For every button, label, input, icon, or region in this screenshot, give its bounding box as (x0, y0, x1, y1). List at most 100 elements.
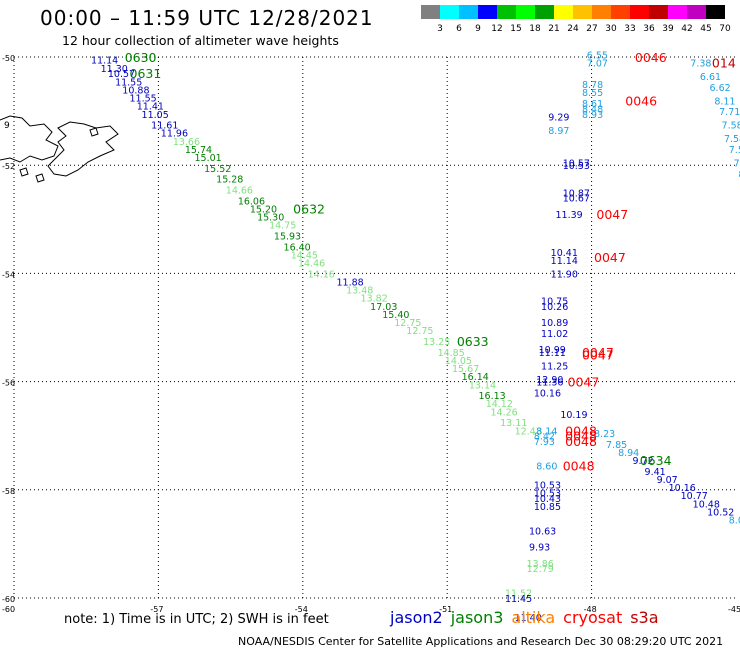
wave-height-value: 11.02 (541, 329, 568, 340)
color-scale-label: 24 (567, 24, 579, 34)
pass-time-label: 0048 (563, 458, 595, 473)
wave-height-value: 13.25 (423, 337, 450, 348)
east-falkland-outline (47, 121, 119, 177)
wave-height-value: 14.85 (438, 348, 465, 359)
pass-time-label: 0633 (457, 334, 489, 349)
wave-height-value: 6.61 (700, 72, 721, 83)
wave-height-value: 13.82 (361, 294, 388, 305)
credit-line: NOAA/NESDIS Center for Satellite Applica… (238, 635, 724, 648)
wave-height-value: 12.43 (515, 426, 542, 437)
wave-height-value: 10.53 (534, 480, 561, 491)
wave-height-value: 7.07 (587, 58, 608, 69)
wave-height-value: 14.16 (308, 269, 335, 280)
wave-height-value: 10.53 (563, 161, 590, 172)
color-scale-label: 12 (491, 24, 503, 34)
wave-height-value: 11.30 (101, 64, 128, 75)
color-scale-label: 21 (548, 24, 560, 34)
wave-height-value: 10.87 (563, 188, 590, 199)
color-scale-label: 18 (529, 24, 541, 34)
wave-height-value: 11.88 (336, 278, 363, 289)
falkland-islands-coastline (0, 115, 119, 183)
pass-time-label: 0046 (625, 93, 657, 108)
wave-height-value: 10.88 (122, 85, 149, 96)
wave-height-value: 8.14 (536, 426, 557, 437)
color-scale-label: 42 (681, 24, 693, 34)
islet (89, 127, 99, 137)
wave-height-value: 13.66 (173, 137, 200, 148)
page-title: 00:00 – 11:59 UTC 12/28/2021 (40, 6, 374, 30)
wave-height-value: 10.77 (681, 491, 708, 502)
wave-height-value: 11.39 (556, 210, 583, 221)
wave-height-value: 11.14 (91, 56, 118, 67)
wave-height-value: 6.62 (710, 83, 731, 94)
wave-height-value: 11.11 (539, 348, 566, 359)
wave-height-value: 7.9 (734, 158, 740, 169)
islet (19, 167, 29, 177)
pass-time-label: 0632 (293, 201, 325, 216)
pass-time-label: 0634 (640, 453, 672, 468)
wave-height-value: 17.03 (370, 302, 397, 313)
wave-height-value: 7.38 (690, 58, 711, 69)
color-scale-swatch (516, 5, 535, 19)
wave-height-value: 11.90 (551, 269, 578, 280)
wave-height-value: 14.12 (486, 399, 513, 410)
wave-height-value: 14.66 (226, 186, 253, 197)
color-scale-label: 33 (624, 24, 636, 34)
wave-height-value: 11.41 (137, 102, 164, 113)
color-scale-label: 39 (662, 24, 674, 34)
color-scale-swatch (497, 5, 516, 19)
wave-height-value: 8.97 (548, 126, 569, 137)
wave-height-value: 10.52 (707, 507, 734, 518)
wave-height-value: 11.55 (130, 94, 157, 105)
corner-lon-label: -60 (2, 605, 15, 614)
wave-height-value: 10.48 (693, 499, 720, 510)
wave-height-value: 11.05 (142, 110, 169, 121)
pass-time-label: 0631 (130, 66, 162, 81)
pass-time-label: 0047 (568, 375, 600, 390)
wave-height-value: 12.75 (394, 318, 421, 329)
wave-height-value: 9.29 (548, 113, 569, 124)
latitude-label: -58 (2, 487, 15, 496)
wave-height-value: 10.26 (541, 302, 568, 313)
wave-height-value: 16.40 (284, 242, 311, 253)
wave-height-value: 10.63 (529, 526, 556, 537)
color-scale-swatch (573, 5, 592, 19)
longitude-label: -45 (728, 605, 740, 614)
color-scale-swatch (611, 5, 630, 19)
wave-height-value: 8.11 (714, 96, 735, 107)
wave-height-value: 8.78 (582, 80, 603, 91)
wave-height-value: 15.74 (185, 145, 212, 156)
wave-height-value: 8.48 (582, 104, 603, 115)
longitude-label: -51 (439, 605, 452, 614)
wave-height-value: 10.19 (560, 410, 587, 421)
map-grid: -50 -52 -54 -56 -58 -60 -57 -54 -51 -48 -45 -60 9 (2, 54, 740, 614)
legend-altika: altika (511, 608, 556, 627)
legend-jason2: jason2 (390, 608, 443, 627)
wave-height-value: 11.36 (536, 378, 563, 389)
wave-height-value: 11.45 (505, 594, 532, 605)
wave-height-value: 10.53 (534, 489, 561, 500)
wave-height-value: 7.55 (729, 145, 740, 156)
wave-height-value: 7.93 (534, 437, 555, 448)
wave-height-value: 13.14 (469, 380, 496, 391)
color-scale-label: 27 (586, 24, 598, 34)
wave-height-value: 10.67 (563, 194, 590, 205)
wave-height-value: 9.93 (529, 543, 550, 554)
color-scale-swatch (459, 5, 478, 19)
wave-height-value: 7.71 (719, 107, 740, 118)
pass-time-label: 0047 (596, 207, 628, 222)
wave-height-value: 7.85 (606, 440, 627, 451)
pass-time-label: 0047 (594, 250, 626, 265)
pass-time-label: 014 (712, 55, 736, 70)
latitude-label: -52 (2, 162, 15, 171)
latitude-label: -54 (2, 270, 15, 279)
wave-height-value: 13.48 (346, 286, 373, 297)
wave-height-value: 10.57 (563, 158, 590, 169)
footer-note: note: 1) Time is in UTC; 2) SWH is in fe… (64, 612, 329, 627)
longitude-label: -48 (584, 605, 597, 614)
color-scale-swatch (592, 5, 611, 19)
wave-height-value: 11.55 (115, 77, 142, 88)
wave-height-value: 10.57 (108, 69, 135, 80)
